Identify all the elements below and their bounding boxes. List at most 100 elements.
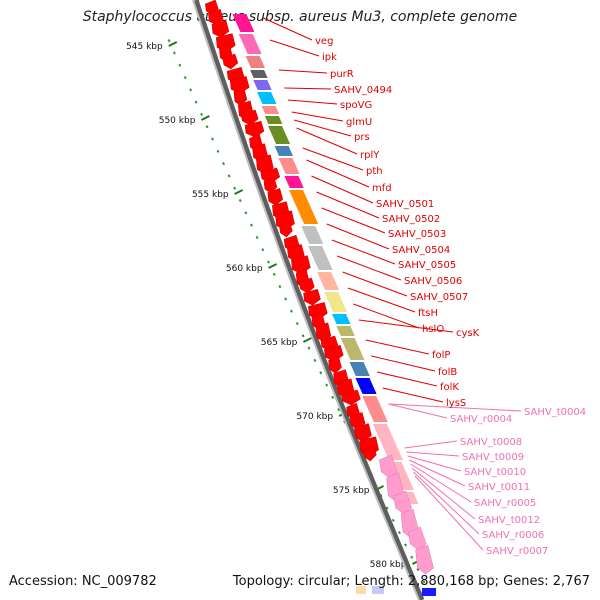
leader-line [413,471,480,535]
position-dot [255,235,259,240]
position-dot [200,112,204,117]
leader-line [410,463,472,503]
position-dot [410,555,414,559]
cog-block [268,126,291,144]
gene-arrow [279,221,293,238]
cog-block [301,226,324,244]
tick-layer: 545 kbp 550 kbp 555 kbp 560 kbp 565 kbp 570 k… [126,41,421,570]
gene-label: folB [438,367,457,378]
tick-mark [200,115,210,121]
position-dot [238,198,242,203]
position-dot [189,88,193,92]
position-dot [172,51,176,55]
position-dot [391,518,395,522]
leader-line [263,17,313,41]
cog-block [340,338,365,360]
cog-block [336,326,355,336]
backbone [192,0,425,600]
leader-line [347,287,416,313]
position-dot [244,211,248,215]
tick-label: 575 kbp [333,486,370,496]
leader-line [278,69,328,74]
gene-label: SAHV_0507 [410,292,468,303]
tick-mark [234,189,244,195]
gene-arrow [241,109,259,126]
leader-line [296,127,358,155]
leader-line [365,339,430,355]
gene-label: hslO [422,324,444,335]
cog-block [278,158,300,174]
gene-label: SAHV_r0005 [474,498,536,509]
leader-line [302,147,364,171]
gene-label: SAHV_0502 [382,214,440,225]
position-dot [385,506,389,510]
tick-mark [268,263,278,269]
gene-arrow [211,20,230,38]
cog-block [264,116,283,124]
cog-block [261,106,280,114]
position-dot [289,309,293,313]
genome-info-text: Topology: circular; Length: 2,880,168 bp… [232,574,590,589]
tick-label: 580 kbp [370,560,407,570]
leader-line [371,355,436,372]
leader-line [411,467,476,520]
backbone-highlight [192,0,420,600]
gene-arrow [303,288,321,306]
gene-label: SAHV_0494 [334,85,392,96]
position-dot [319,371,323,375]
leader-line [331,239,396,265]
gene-arrow [233,87,248,106]
cog-block [362,396,388,422]
cog-block [332,314,351,324]
leader-line [388,403,448,419]
gene-label: SAHV_t0012 [478,515,540,526]
position-dot [205,125,209,129]
leader-line [388,403,522,412]
leader-line [311,175,374,204]
position-dot [178,63,182,67]
position-dot [183,75,187,80]
position-dot [167,39,171,43]
gene-label: SAHV_t0004 [524,407,586,418]
cog-block [250,70,268,78]
leader-line [353,303,420,329]
rna-arrow [415,544,434,575]
gene-arrow [328,356,342,374]
label-leaders [263,17,522,551]
position-dot [211,137,215,141]
gene-arrow [341,389,361,406]
tick-label: 545 kbp [126,42,163,52]
tick-mark [168,41,178,47]
gene-arrow [299,277,315,294]
position-dot [295,321,299,326]
cog-block [317,272,340,290]
gene-arrow [363,445,377,462]
tick-label: 570 kbp [296,412,333,422]
gene-label: veg [315,36,333,47]
position-dot [272,272,276,276]
gene-label: SAHV_0501 [376,199,434,210]
cog-block [422,588,436,596]
cog-block [355,378,377,394]
gene-label: purR [330,69,354,80]
leader-line [293,119,352,137]
leader-line [287,99,338,105]
position-dot [249,223,253,227]
gene-label: ftsH [418,308,438,319]
leader-line [291,111,344,122]
gene-label: folK [440,382,459,393]
cog-block [356,586,366,594]
gene-label: spoVG [340,100,372,111]
position-dot [422,580,426,584]
position-dot [284,297,288,301]
leader-line [284,87,332,90]
cog-block [349,362,370,376]
position-dot [266,260,270,264]
gene-labels: veg ipk purR SAHV_0494 spoVG glmU prs rplY pth mf… [315,36,586,557]
leader-line [376,371,438,387]
gene-label: glmU [346,117,372,128]
gene-label: SAHV_r0007 [486,546,548,557]
gene-label: SAHV_0506 [404,276,462,287]
gene-label: SAHV_t0011 [468,482,530,493]
